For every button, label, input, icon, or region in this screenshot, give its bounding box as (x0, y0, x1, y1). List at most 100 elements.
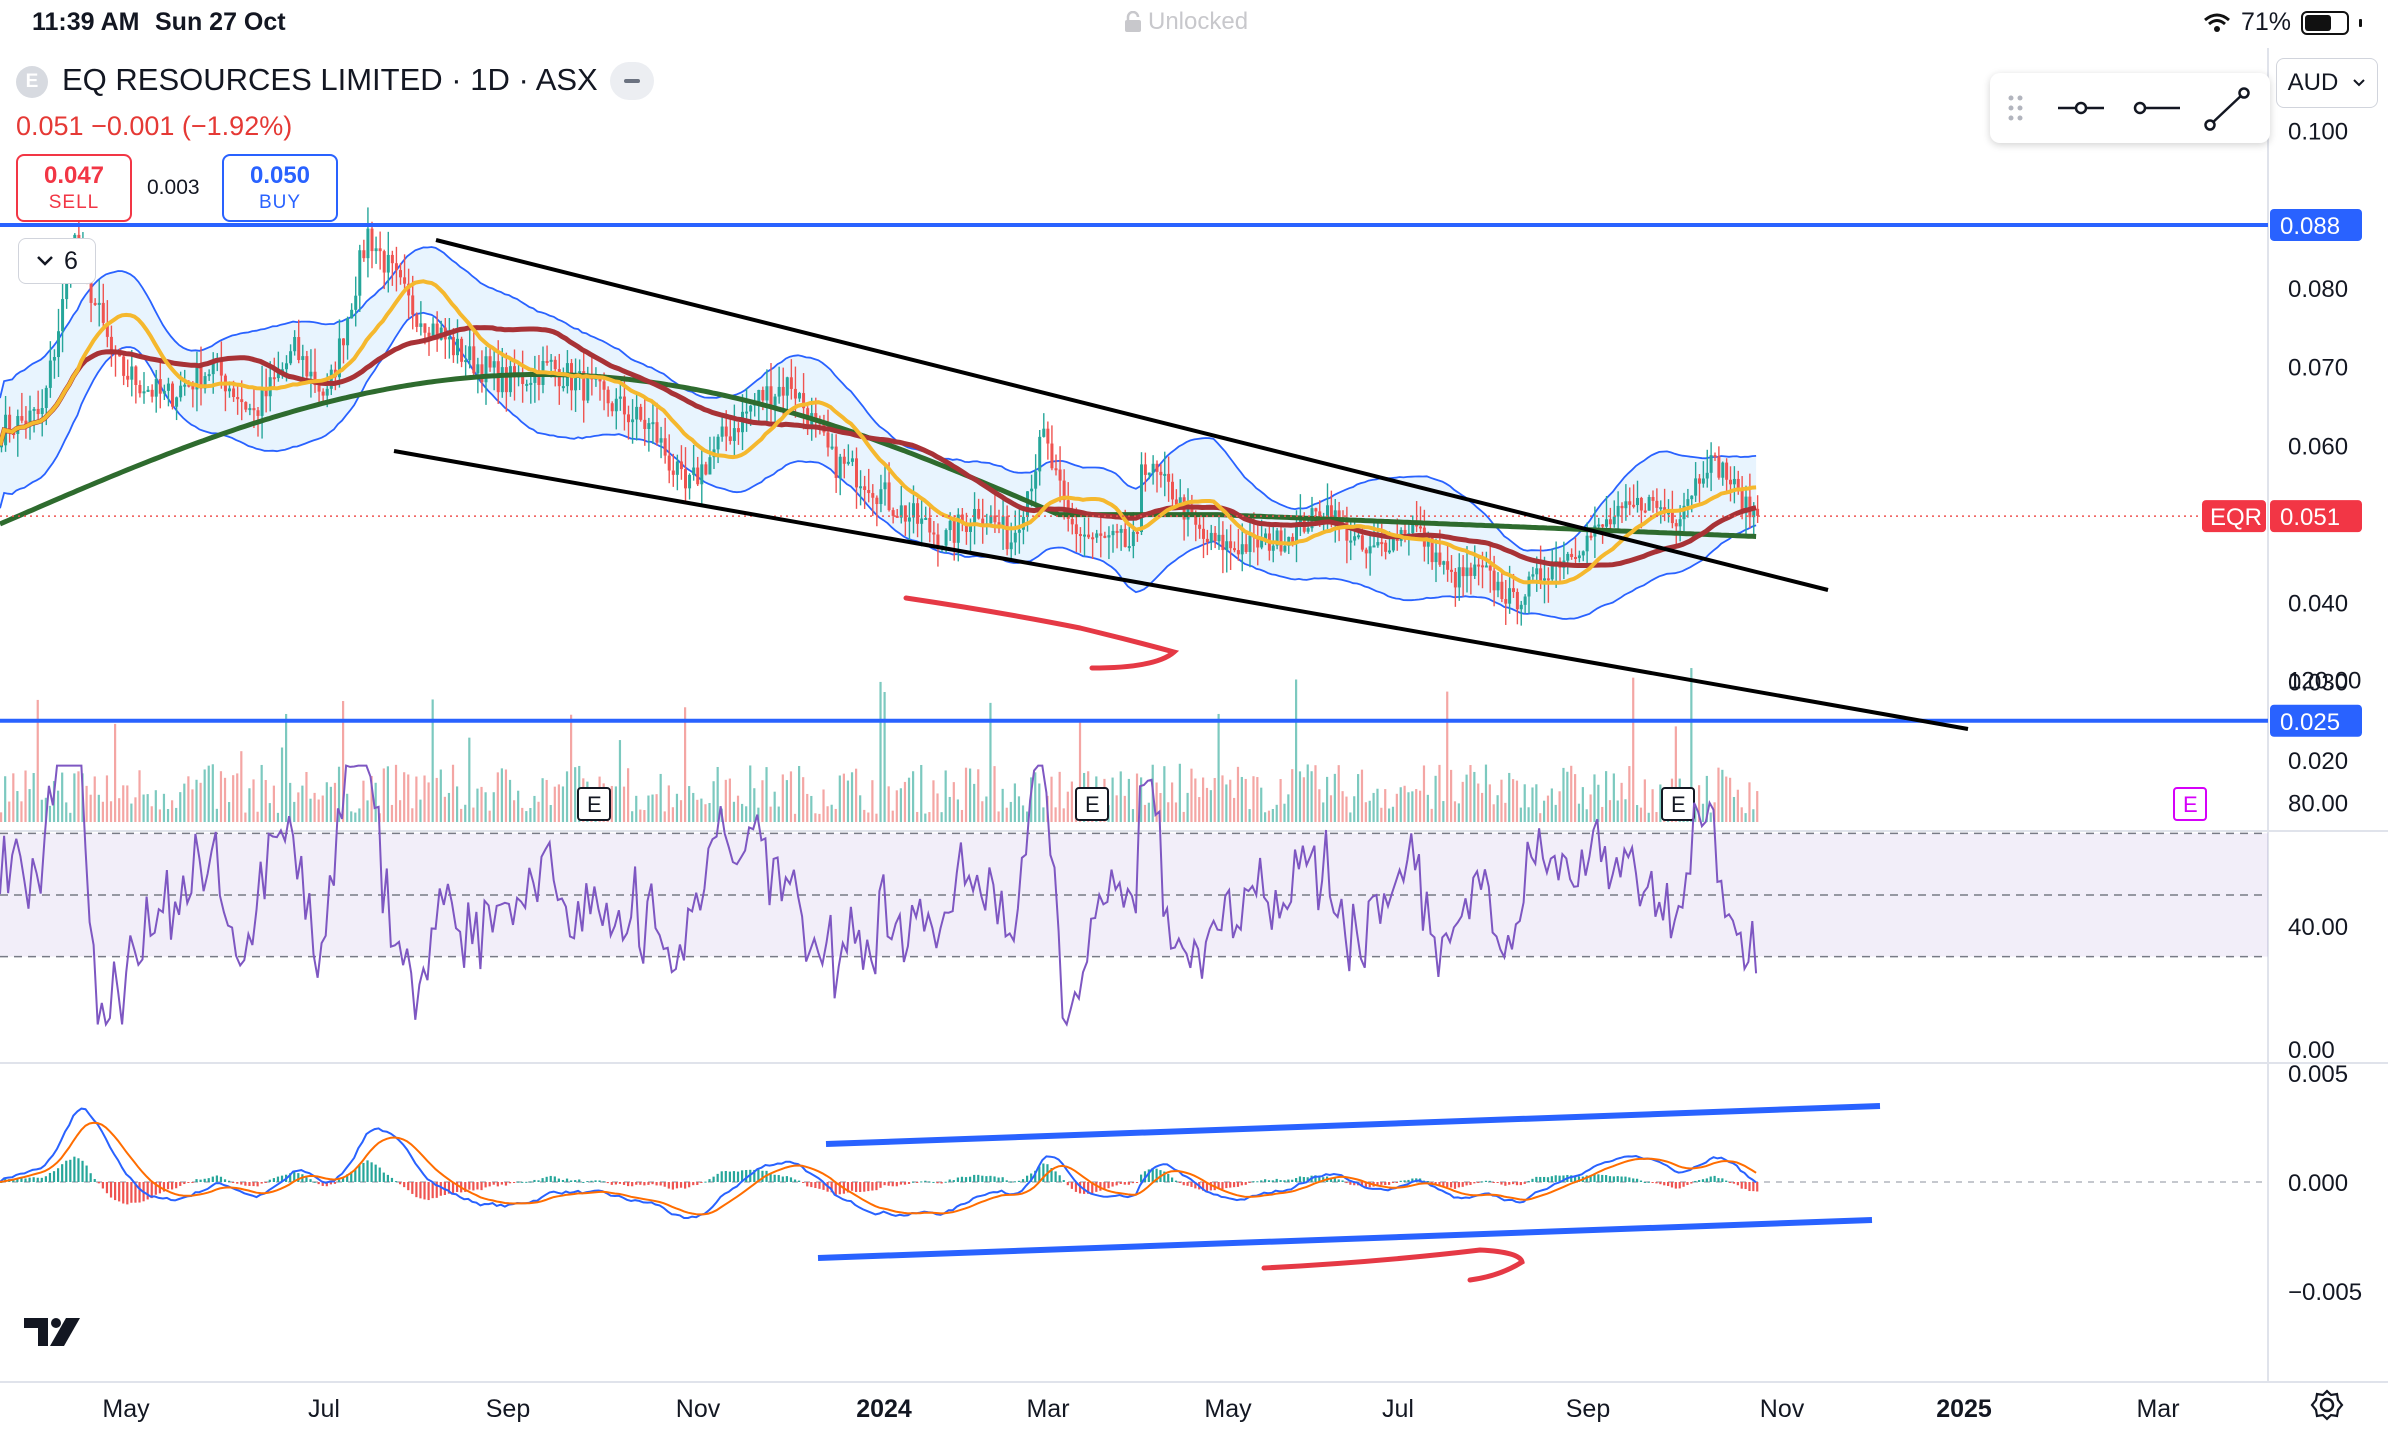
volume-bar (293, 801, 296, 822)
candle-body (867, 489, 871, 494)
volume-bar (1135, 773, 1139, 822)
candle-body (175, 397, 179, 407)
volume-bar (399, 800, 402, 822)
macd-histogram-bar (1252, 1181, 1255, 1183)
macd-histogram-bar (1171, 1177, 1174, 1182)
candle-body (44, 387, 48, 409)
volume-bar (1527, 807, 1530, 822)
macd-histogram-bar (1260, 1180, 1263, 1182)
drag-handle-icon[interactable] (2006, 93, 2026, 123)
candle-body (1240, 544, 1244, 555)
legend-toggle-button[interactable] (610, 62, 654, 100)
chevron-down-icon (2353, 79, 2366, 87)
volume-bar (708, 803, 711, 822)
volume-bar (704, 804, 707, 822)
macd-histogram-bar (32, 1177, 35, 1182)
sell-button[interactable]: 0.047 SELL (16, 154, 132, 222)
candle-body (48, 360, 52, 388)
horizontal-ray-icon[interactable] (2056, 95, 2106, 121)
macd-histogram-bar (342, 1177, 345, 1182)
macd-histogram-bar (211, 1176, 214, 1182)
macd-histogram-bar (671, 1182, 674, 1190)
volume-bar (859, 795, 862, 822)
volume-bar (317, 799, 320, 822)
candle-body (472, 346, 476, 374)
macd-histogram-bar (256, 1182, 259, 1187)
volume-bar (93, 776, 96, 822)
volume-bar (724, 779, 727, 822)
volume-bar (1178, 763, 1181, 822)
macd-line (0, 1107, 1757, 1219)
macd-histogram-bar (65, 1160, 68, 1182)
indicators-collapse-button[interactable]: 6 (18, 238, 96, 284)
volume-bar (1481, 792, 1484, 822)
volume-bar (1705, 775, 1708, 822)
macd-histogram-bar (1477, 1182, 1480, 1183)
macd-histogram-bar (708, 1179, 711, 1182)
macd-histogram-bar (1070, 1182, 1073, 1189)
volume-bar (1384, 789, 1387, 822)
volume-bar (1155, 782, 1158, 822)
volume-bar (1267, 810, 1271, 822)
candle-body (1123, 528, 1127, 547)
candle-body (1062, 480, 1066, 501)
candle-body (272, 377, 276, 380)
volume-bar (179, 792, 182, 822)
volume-bar (240, 751, 243, 822)
volume-bar (1515, 780, 1519, 822)
volume-bar (1729, 777, 1732, 822)
volume-bar (1127, 778, 1130, 822)
volume-bar (1477, 783, 1480, 822)
horizontal-line-icon[interactable] (2132, 95, 2182, 121)
currency-selector[interactable]: AUD (2276, 58, 2378, 108)
volume-bar (932, 780, 935, 822)
volume-bar (40, 799, 43, 822)
macd-histogram-bar (1155, 1168, 1158, 1182)
buy-button[interactable]: 0.050 BUY (222, 154, 338, 222)
volume-bar (1407, 792, 1410, 822)
macd-histogram-bar (1030, 1173, 1033, 1182)
macd-histogram-bar (374, 1164, 377, 1182)
macd-histogram-bar (846, 1182, 850, 1193)
macd-histogram-bar (1009, 1181, 1012, 1183)
candle-body (667, 455, 671, 471)
macd-histogram-bar (997, 1177, 1000, 1182)
candle-body (122, 356, 126, 376)
candle-body (28, 410, 32, 426)
macd-histogram-bar (69, 1159, 72, 1182)
candle-body (1111, 530, 1115, 536)
macd-histogram-bar (1209, 1182, 1212, 1191)
symbol-title[interactable]: EQ RESOURCES LIMITED · 1D · ASX (62, 62, 598, 97)
candle-body (1546, 578, 1550, 581)
candle-body (1326, 505, 1329, 520)
volume-bar (476, 788, 479, 822)
macd-histogram-bar (1593, 1174, 1596, 1182)
candle-body (354, 295, 358, 310)
candle-body (1337, 510, 1341, 521)
candle-body (468, 346, 472, 361)
macd-histogram-bar (1233, 1182, 1236, 1188)
volume-bar (1388, 808, 1391, 822)
candle-body (1701, 478, 1705, 484)
settings-icon[interactable] (2310, 1388, 2344, 1422)
candle-body (981, 518, 985, 526)
volume-bar (1442, 801, 1445, 822)
macd-histogram-bar (219, 1176, 223, 1182)
candle-body (606, 389, 610, 404)
volume-bar (280, 747, 284, 822)
candle-body (1651, 497, 1655, 501)
trend-line-icon[interactable] (2204, 87, 2250, 131)
volume-bar (557, 784, 560, 822)
volume-bar (1589, 794, 1592, 822)
candle-body (952, 520, 956, 543)
volume-bar (175, 807, 178, 822)
candle-body (289, 351, 293, 364)
candle-body (525, 383, 529, 386)
volume-bar (16, 791, 19, 822)
candle-body (158, 379, 162, 394)
candle-body (863, 486, 867, 490)
volume-bar (142, 794, 145, 822)
macd-histogram-bar (1135, 1182, 1139, 1183)
volume-bar (456, 786, 459, 822)
